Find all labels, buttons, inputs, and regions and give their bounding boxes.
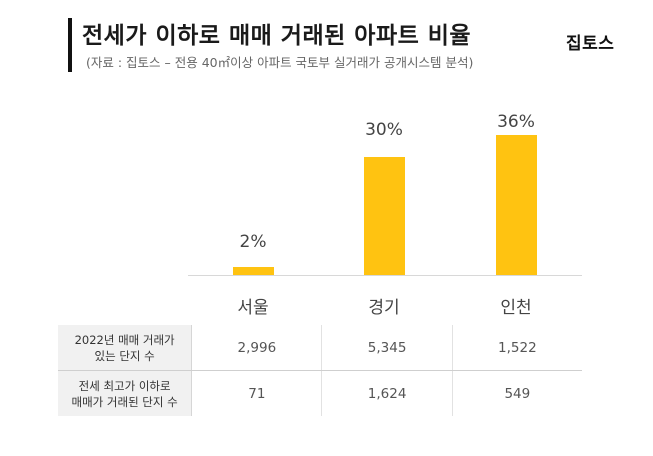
bar-value-incheon: 36% bbox=[497, 112, 535, 132]
data-table: 2022년 매매 거래가 있는 단지 수 2,996 5,345 1,522 전… bbox=[58, 325, 582, 416]
bar-gyeonggi bbox=[364, 157, 405, 275]
table-row: 전세 최고가 이하로 매매가 거래된 단지 수 71 1,624 549 bbox=[58, 370, 582, 416]
title-accent-bar bbox=[68, 18, 72, 72]
row-header: 전세 최고가 이하로 매매가 거래된 단지 수 bbox=[58, 371, 193, 416]
table-cell: 5,345 bbox=[322, 325, 453, 370]
category-label-incheon: 인천 bbox=[500, 298, 532, 318]
category-label-gyeonggi: 경기 bbox=[368, 298, 400, 318]
bar-seoul bbox=[233, 267, 274, 275]
brand-logo: 집토스 bbox=[566, 34, 615, 54]
row-header: 2022년 매매 거래가 있는 단지 수 bbox=[58, 325, 193, 370]
table-cell: 1,522 bbox=[498, 339, 537, 356]
bar-value-gyeonggi: 30% bbox=[365, 120, 403, 140]
source-subtitle: (자료 : 집토스 – 전용 40㎡이상 아파트 국토부 실거래가 공개시스템 … bbox=[86, 55, 474, 70]
table-cell: 549 bbox=[504, 385, 531, 402]
category-label-seoul: 서울 bbox=[237, 298, 269, 318]
table-cell: 71 bbox=[192, 371, 323, 416]
bar-value-seoul: 2% bbox=[239, 232, 267, 252]
table-row: 2022년 매매 거래가 있는 단지 수 2,996 5,345 1,522 bbox=[58, 325, 582, 370]
page-title: 전세가 이하로 매매 거래된 아파트 비율 bbox=[82, 23, 472, 49]
bar-incheon bbox=[496, 135, 537, 275]
chart-baseline bbox=[188, 275, 582, 276]
table-cell: 2,996 bbox=[192, 325, 323, 370]
table-cell: 1,624 bbox=[322, 371, 453, 416]
